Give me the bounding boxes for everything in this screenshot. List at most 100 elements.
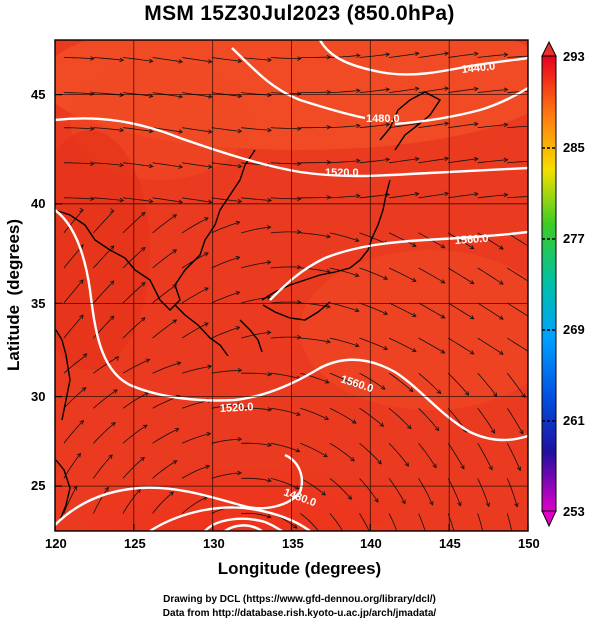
streamline (93, 162, 124, 166)
streamline-arrowhead (297, 56, 302, 61)
streamline (447, 443, 465, 470)
contour-ring-2 (224, 524, 263, 531)
streamline-arrowhead (90, 126, 95, 131)
streamline (418, 193, 449, 199)
streamline-arrowhead (109, 315, 115, 321)
streamline (359, 123, 390, 129)
y-tick-label: 40 (31, 196, 46, 211)
streamline-arrowhead (512, 539, 516, 543)
contour-ring-1 (204, 517, 283, 531)
streamline-arrowhead (119, 92, 125, 98)
streamline-arrowhead (267, 442, 272, 447)
streamline-arrowhead (499, 315, 504, 320)
streamline-arrowhead (297, 126, 302, 132)
streamline-arrowhead (266, 330, 272, 335)
streamline (122, 162, 153, 167)
streamline-arrowhead (485, 502, 490, 508)
streamline (389, 158, 419, 164)
streamline (181, 465, 210, 479)
x-tick-label: 130 (203, 536, 225, 551)
streamline-arrowhead (474, 86, 479, 92)
contour-label: 1440.0 (461, 61, 496, 76)
x-tick-label: 140 (360, 536, 382, 551)
streamline (181, 322, 209, 339)
streamline (241, 226, 271, 234)
streamline-arrowhead (356, 123, 361, 129)
y-tick-label: 30 (31, 389, 46, 404)
streamline (93, 280, 115, 304)
streamline-arrowhead (235, 291, 241, 296)
streamline (300, 337, 331, 343)
streamline-arrowhead (140, 282, 146, 287)
streamline-arrowhead (499, 350, 504, 355)
streamline-arrowhead (474, 156, 479, 162)
streamline-arrowhead (414, 86, 420, 92)
streamline-arrowhead (534, 124, 538, 128)
streamline (63, 279, 84, 304)
streamline (270, 231, 301, 234)
colorbar-label: 253 (563, 504, 585, 519)
streamline-arrowhead (503, 122, 509, 128)
streamline-arrowhead (326, 339, 331, 344)
streamline-arrowhead (140, 456, 145, 462)
streamline (63, 209, 84, 234)
streamline-arrowhead (295, 448, 301, 453)
streamline (329, 125, 360, 129)
streamline-arrowhead (204, 217, 209, 222)
streamline (418, 478, 433, 506)
streamline-arrowhead (296, 411, 301, 416)
y-tick-label: 45 (31, 87, 46, 102)
graticule (55, 40, 528, 531)
streamline (477, 124, 508, 129)
streamline (447, 302, 474, 320)
streamline-arrowhead (326, 195, 332, 200)
streamline (270, 407, 301, 416)
streamline (270, 127, 301, 130)
streamline (388, 407, 412, 429)
streamline-arrowhead (79, 420, 85, 425)
streamline-arrowhead (267, 57, 272, 63)
streamline (418, 443, 437, 468)
streamline-arrowhead (503, 157, 509, 163)
streamline-arrowhead (205, 464, 211, 470)
streamline (329, 90, 360, 93)
streamline (448, 193, 478, 199)
streamline-arrowhead (444, 156, 450, 162)
streamline (329, 337, 359, 347)
streamline-arrowhead (440, 314, 446, 319)
streamline-arrowhead (385, 122, 391, 127)
streamline-arrowhead (79, 279, 84, 284)
streamline (63, 57, 94, 60)
streamline-arrowhead (411, 242, 417, 247)
streamline-arrowhead (90, 196, 95, 202)
streamline (63, 197, 94, 200)
y-tick-label: 25 (31, 478, 46, 493)
streamline-arrowhead (266, 225, 272, 230)
streamline-arrowhead (356, 88, 361, 94)
streamline-arrowhead (385, 87, 391, 92)
streamline (418, 87, 449, 93)
streamline-arrowhead (490, 429, 496, 434)
streamline-arrowhead (324, 415, 329, 420)
streamline (388, 302, 417, 317)
colorbar-bottom-arrow (541, 510, 557, 528)
streamline (477, 337, 504, 355)
streamline (300, 91, 331, 93)
streamline-arrowhead (343, 534, 347, 538)
streamline-arrowhead (469, 280, 475, 285)
streamline (152, 460, 178, 479)
colorbar (541, 40, 557, 528)
streamline (300, 126, 331, 129)
streamline-arrowhead (140, 211, 146, 217)
streamline (388, 513, 398, 531)
streamline (506, 513, 513, 531)
x-axis-title: Longitude (degrees) (217, 559, 382, 578)
streamline-arrowhead (529, 281, 533, 285)
streamline (477, 89, 508, 93)
streamline-arrowhead (119, 197, 125, 203)
streamline (152, 319, 177, 339)
streamline-arrowhead (109, 280, 115, 286)
streamline-arrowhead (142, 424, 148, 429)
streamline (388, 478, 406, 504)
streamline (182, 57, 212, 63)
